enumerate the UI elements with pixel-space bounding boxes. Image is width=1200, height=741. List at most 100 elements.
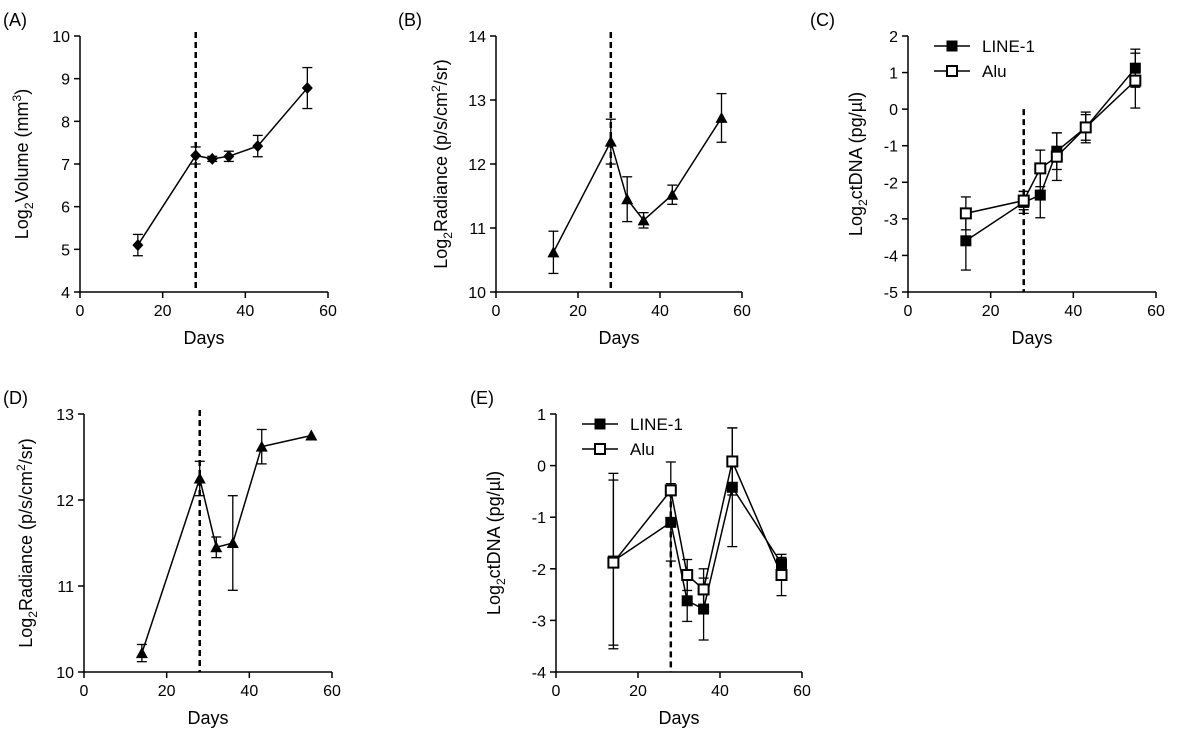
data-point bbox=[1050, 150, 1063, 163]
x-tick-label: 20 bbox=[158, 683, 176, 700]
y-label-subscript: 2 bbox=[494, 578, 508, 585]
x-tick-label: 40 bbox=[240, 683, 258, 700]
x-axis-label: Days bbox=[658, 708, 699, 728]
y-label-part: Volume (mm bbox=[12, 101, 32, 202]
data-point bbox=[604, 135, 617, 147]
data-point bbox=[1017, 194, 1030, 207]
y-label-superscript: 2 bbox=[429, 85, 443, 92]
y-label-subscript: 2 bbox=[856, 199, 870, 206]
y-label-part: Radiance (p/s/cm bbox=[16, 471, 36, 611]
data-point bbox=[607, 556, 620, 569]
y-axis-label: Log2Radiance (p/s/cm2/sr) bbox=[14, 438, 40, 647]
y-tick-label: -1 bbox=[532, 510, 546, 527]
x-tick-label: 20 bbox=[569, 303, 587, 320]
data-point bbox=[665, 516, 677, 528]
y-label-part: Log bbox=[12, 209, 32, 239]
data-point bbox=[681, 568, 694, 581]
data-point bbox=[960, 235, 972, 247]
series-0 bbox=[547, 92, 728, 275]
y-tick-label: 10 bbox=[56, 665, 74, 682]
x-tick-label: 0 bbox=[76, 303, 85, 320]
x-tick-label: 60 bbox=[733, 303, 751, 320]
y-axis-label: Log2ctDNA (pg/µl) bbox=[484, 471, 508, 615]
y-tick-label: 13 bbox=[56, 407, 74, 424]
data-point bbox=[959, 207, 972, 220]
data-point bbox=[594, 418, 606, 430]
data-point bbox=[681, 595, 693, 607]
data-point bbox=[132, 239, 144, 252]
y-tick-label: 0 bbox=[889, 102, 898, 119]
legend-label: LINE-1 bbox=[630, 415, 683, 434]
data-point bbox=[135, 647, 148, 659]
data-point bbox=[226, 537, 239, 548]
data-point bbox=[190, 149, 202, 162]
series-alu bbox=[607, 427, 788, 646]
y-label-part: /sr) bbox=[16, 438, 36, 464]
x-axis-label: Days bbox=[1011, 328, 1052, 348]
y-label-subscript: 2 bbox=[26, 611, 40, 618]
data-point bbox=[664, 484, 677, 497]
data-point bbox=[301, 82, 313, 95]
y-tick-label: 6 bbox=[61, 200, 70, 217]
y-label-part: Radiance (p/s/cm bbox=[431, 92, 451, 232]
data-point bbox=[715, 111, 728, 123]
y-label-subscript: 2 bbox=[22, 202, 36, 209]
data-point bbox=[223, 150, 235, 163]
y-axis-label: Log2ctDNA (pg/µl) bbox=[846, 92, 870, 236]
data-point bbox=[206, 152, 218, 165]
data-point bbox=[637, 214, 650, 226]
y-tick-label: 12 bbox=[468, 157, 486, 174]
y-label-subscript: 2 bbox=[441, 232, 455, 239]
data-point bbox=[666, 188, 679, 200]
data-point bbox=[1034, 162, 1047, 175]
data-point bbox=[1079, 121, 1092, 134]
y-tick-label: 10 bbox=[468, 285, 486, 302]
x-tick-label: 20 bbox=[154, 303, 172, 320]
series-0 bbox=[135, 428, 318, 663]
y-label-superscript: 3 bbox=[10, 94, 24, 101]
series-line bbox=[612, 485, 783, 611]
x-tick-label: 0 bbox=[80, 683, 89, 700]
y-tick-label: 8 bbox=[61, 114, 70, 131]
series-line bbox=[965, 67, 1136, 242]
y-label-part: Log bbox=[484, 585, 504, 615]
y-tick-label: 7 bbox=[61, 157, 70, 174]
legend-item-line-1: LINE-1 bbox=[582, 415, 683, 434]
x-tick-label: 60 bbox=[323, 683, 341, 700]
y-tick-label: -2 bbox=[532, 562, 546, 579]
legend-label: LINE-1 bbox=[982, 37, 1035, 56]
data-point bbox=[193, 472, 206, 484]
y-tick-label: 13 bbox=[468, 93, 486, 110]
x-tick-label: 40 bbox=[711, 683, 729, 700]
legend-label: Alu bbox=[982, 62, 1007, 81]
y-tick-label: 14 bbox=[468, 29, 486, 46]
y-label-superscript: 2 bbox=[14, 464, 28, 471]
panel-label: (E) bbox=[470, 388, 494, 408]
data-point bbox=[697, 583, 710, 596]
y-label-part: Log bbox=[16, 618, 36, 648]
data-point bbox=[946, 40, 958, 52]
data-point bbox=[775, 568, 788, 581]
y-tick-label: 11 bbox=[469, 221, 486, 238]
x-axis-label: Days bbox=[183, 328, 224, 348]
data-point bbox=[946, 65, 958, 77]
panel-label: (A) bbox=[3, 10, 27, 30]
series-line-1 bbox=[960, 48, 1141, 271]
legend-item-alu: Alu bbox=[934, 62, 1007, 81]
y-tick-label: -3 bbox=[884, 212, 898, 229]
data-point bbox=[255, 440, 268, 452]
y-tick-label: -5 bbox=[884, 285, 898, 302]
data-point bbox=[1034, 189, 1046, 201]
y-tick-label: 5 bbox=[61, 242, 70, 259]
series-0 bbox=[132, 66, 313, 257]
series-line-1 bbox=[607, 427, 787, 650]
y-tick-label: -3 bbox=[532, 613, 546, 630]
y-tick-label: 12 bbox=[56, 493, 74, 510]
series-line bbox=[965, 80, 1136, 215]
data-point bbox=[252, 140, 264, 153]
y-tick-label: -1 bbox=[884, 139, 898, 156]
y-tick-label: -4 bbox=[532, 665, 546, 682]
